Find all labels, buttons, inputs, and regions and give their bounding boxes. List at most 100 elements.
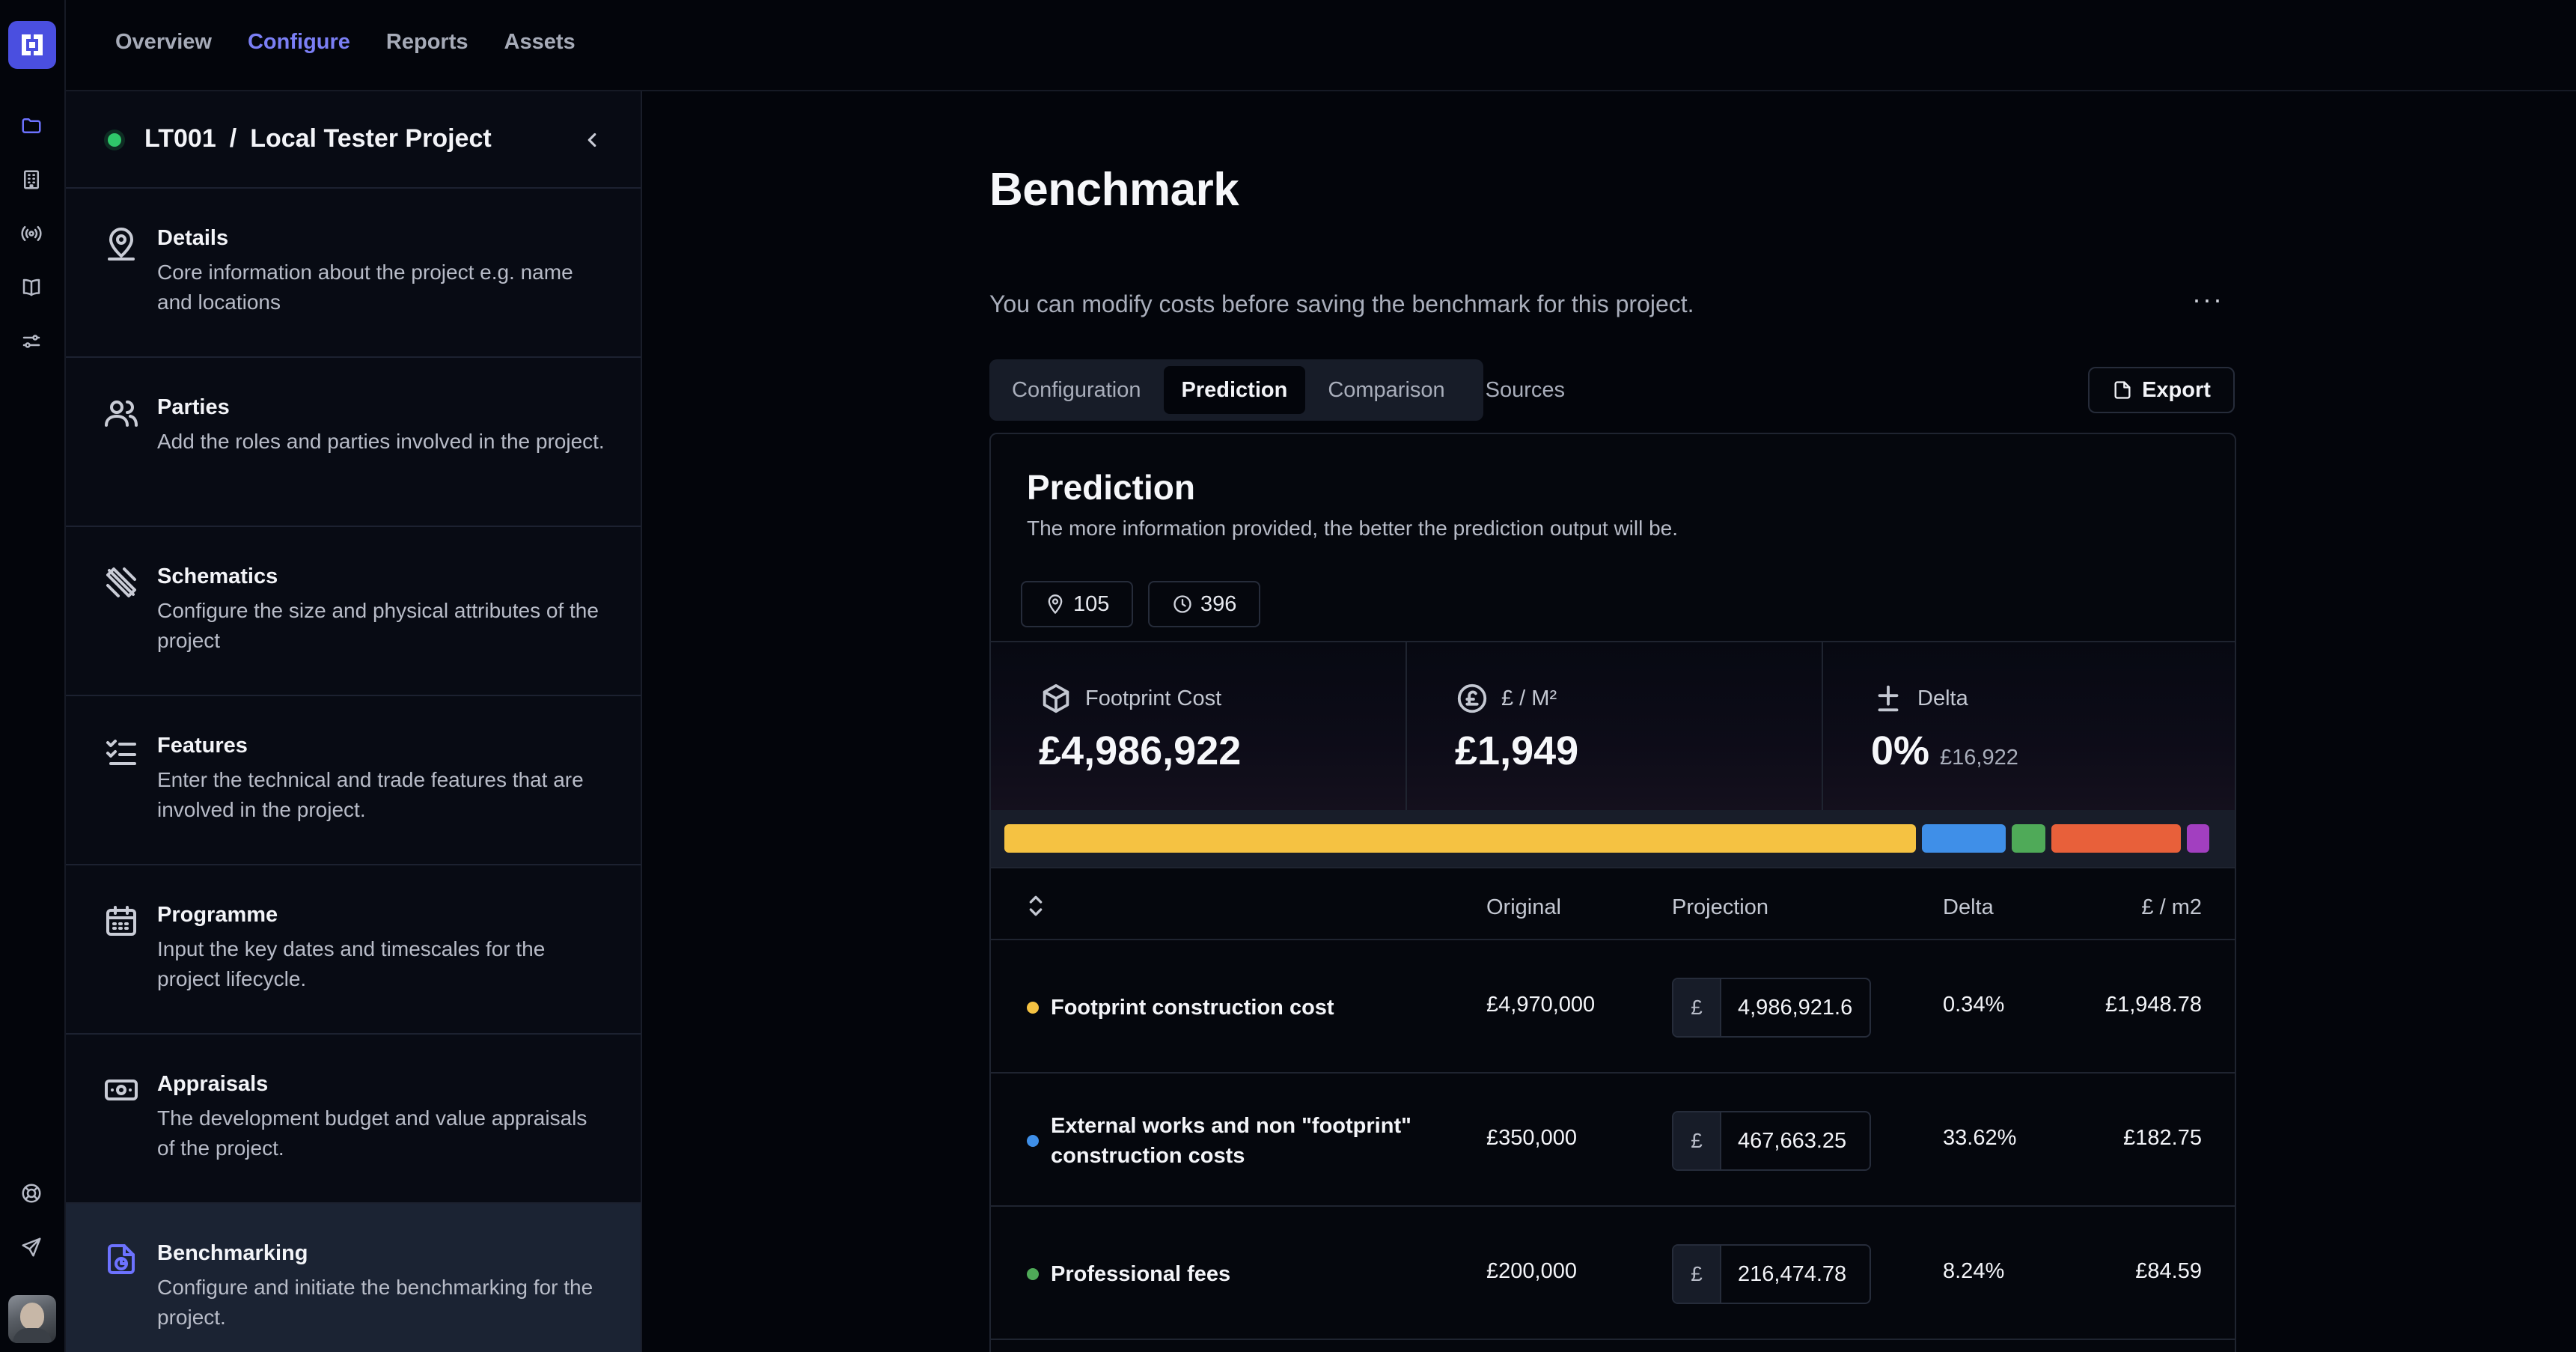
more-options-button[interactable]: ··· [2192,284,2224,314]
cost-breakdown-bar [991,810,2235,867]
time-count-chip[interactable]: 396 [1148,581,1261,627]
row-name: Footprint construction cost [1051,996,1334,1020]
book-icon[interactable] [16,272,46,302]
row-per-m2: £84.59 [2135,1259,2202,1283]
sidebar-item-title: Schematics [157,564,278,588]
nav-overview[interactable]: Overview [115,30,212,54]
clock-icon [1173,595,1191,613]
page-title: Benchmark [989,164,1239,216]
sidebar-item-title: Details [157,226,229,250]
row-name: External works and non "footprint" const… [1051,1114,1411,1168]
column-projection: Projection [1672,895,1768,919]
users-icon [103,395,139,431]
project-code: LT001 [144,124,216,153]
stat-value: £1,949 [1455,728,1579,773]
stat-cost-per-m2: £ / M² £1,949 [1407,642,1823,810]
sidebar-item-programme[interactable]: Programme Input the key dates and timesc… [66,865,641,1035]
prediction-card: Prediction The more information provided… [989,433,2236,1352]
icon-rail [0,0,66,1352]
banknote-icon [103,1072,139,1108]
logo-icon [22,34,43,55]
sidebar-item-features[interactable]: Features Enter the technical and trade f… [66,696,641,865]
sliders-icon[interactable] [16,326,46,356]
tab-prediction[interactable]: Prediction [1163,366,1306,414]
sidebar-item-desc: Configure and initiate the benchmarking … [157,1276,593,1329]
folder-icon[interactable] [16,111,46,141]
row-color-dot [1027,1135,1039,1147]
tab-sources[interactable]: Sources [1485,377,1566,402]
box-icon [1043,683,1069,713]
prediction-title: Prediction [1027,468,1195,507]
row-original: £4,970,000 [1486,993,1596,1017]
projection-value[interactable]: 4,986,921.6 [1738,995,1853,1020]
sidebar-item-benchmarking[interactable]: Benchmarking Configure and initiate the … [66,1204,641,1352]
collapse-sidebar-button[interactable] [581,129,603,151]
row-per-m2: £182.75 [2123,1126,2202,1150]
sidebar-item-title: Appraisals [157,1072,269,1096]
column-original: Original [1486,895,1561,919]
projection-input[interactable]: £ 216,474.78 [1672,1244,1871,1304]
row-name: Professional fees [1051,1262,1231,1286]
main-content: Benchmark You can modify costs before sa… [644,91,2576,1352]
top-nav: Overview Configure Reports Assets [115,30,576,55]
export-button[interactable]: Export [2088,367,2235,413]
location-count-chip[interactable]: 105 [1021,581,1134,627]
projection-value[interactable]: 467,663.25 [1738,1128,1847,1153]
cost-bar-segment [2187,824,2209,853]
top-bar: Overview Configure Reports Assets [66,0,2576,91]
breadcrumb-separator: / [229,124,237,153]
app-logo[interactable] [8,21,56,69]
stat-delta-amount: £16,922 [1940,746,2018,770]
tab-configuration[interactable]: Configuration [1012,377,1141,402]
nav-reports[interactable]: Reports [385,30,468,54]
broadcast-icon[interactable] [16,219,46,249]
sort-button[interactable] [1021,891,1051,921]
table-header: Original Projection Delta £ / m2 [991,867,2235,940]
sidebar-item-desc: Add the roles and parties involved in th… [157,430,605,453]
page-subtitle: You can modify costs before saving the b… [989,290,1694,317]
stats-row: Footprint Cost £4,986,922 £ / M² £1,949 … [991,641,2235,810]
export-label: Export [2142,377,2211,402]
chevron-left-icon [587,133,596,147]
tab-comparison[interactable]: Comparison [1328,377,1445,402]
plus-minus-icon [1878,685,1899,712]
row-color-dot [1027,1002,1039,1014]
sidebar-item-desc: The development budget and value apprais… [157,1106,587,1160]
location-count: 105 [1073,591,1110,616]
pound-circle-icon [1457,683,1487,713]
nav-configure[interactable]: Configure [247,30,350,54]
calendar-icon [103,903,139,939]
building-icon[interactable] [16,165,46,195]
sidebar-item-details[interactable]: Details Core information about the proje… [66,189,641,358]
cost-bar-segment [1004,824,1916,853]
user-avatar[interactable] [8,1295,56,1343]
sidebar-item-desc: Configure the size and physical attribut… [157,599,599,652]
help-icon[interactable] [16,1178,46,1208]
projection-input[interactable]: £ 467,663.25 [1672,1111,1871,1171]
project-breadcrumb: LT001 / Local Tester Project [144,124,492,153]
nav-assets[interactable]: Assets [504,30,576,54]
table-row: Footprint construction cost £4,970,000 £… [991,940,2235,1074]
row-original: £200,000 [1486,1259,1577,1283]
projection-value[interactable]: 216,474.78 [1738,1261,1847,1286]
stat-label: Delta [1917,686,1968,710]
cost-bar-segment [2012,824,2045,853]
sidebar-item-desc: Enter the technical and trade features t… [157,768,584,821]
file-icon [2114,381,2131,399]
column-per-m2: £ / m2 [2141,895,2202,919]
row-delta: 33.62% [1943,1126,2017,1150]
stat-label: £ / M² [1501,686,1557,710]
project-name: Local Tester Project [250,124,492,153]
stat-footprint-cost: Footprint Cost £4,986,922 [991,642,1407,810]
sidebar-item-desc: Input the key dates and timescales for t… [157,937,546,990]
table-row: Professional fees £200,000 £ 216,474.78 … [991,1207,2235,1340]
benchmark-tabs: Configuration Prediction Comparison Sour… [989,359,1565,421]
sidebar-item-appraisals[interactable]: Appraisals The development budget and va… [66,1035,641,1204]
file-chart-icon [103,1241,139,1277]
currency-prefix: £ [1673,1112,1721,1169]
projection-input[interactable]: £ 4,986,921.6 [1672,978,1871,1038]
sidebar-item-parties[interactable]: Parties Add the roles and parties involv… [66,358,641,527]
sidebar-item-schematics[interactable]: Schematics Configure the size and physic… [66,527,641,696]
table-row: External works and non "footprint" const… [991,1074,2235,1207]
send-icon[interactable] [16,1232,46,1262]
